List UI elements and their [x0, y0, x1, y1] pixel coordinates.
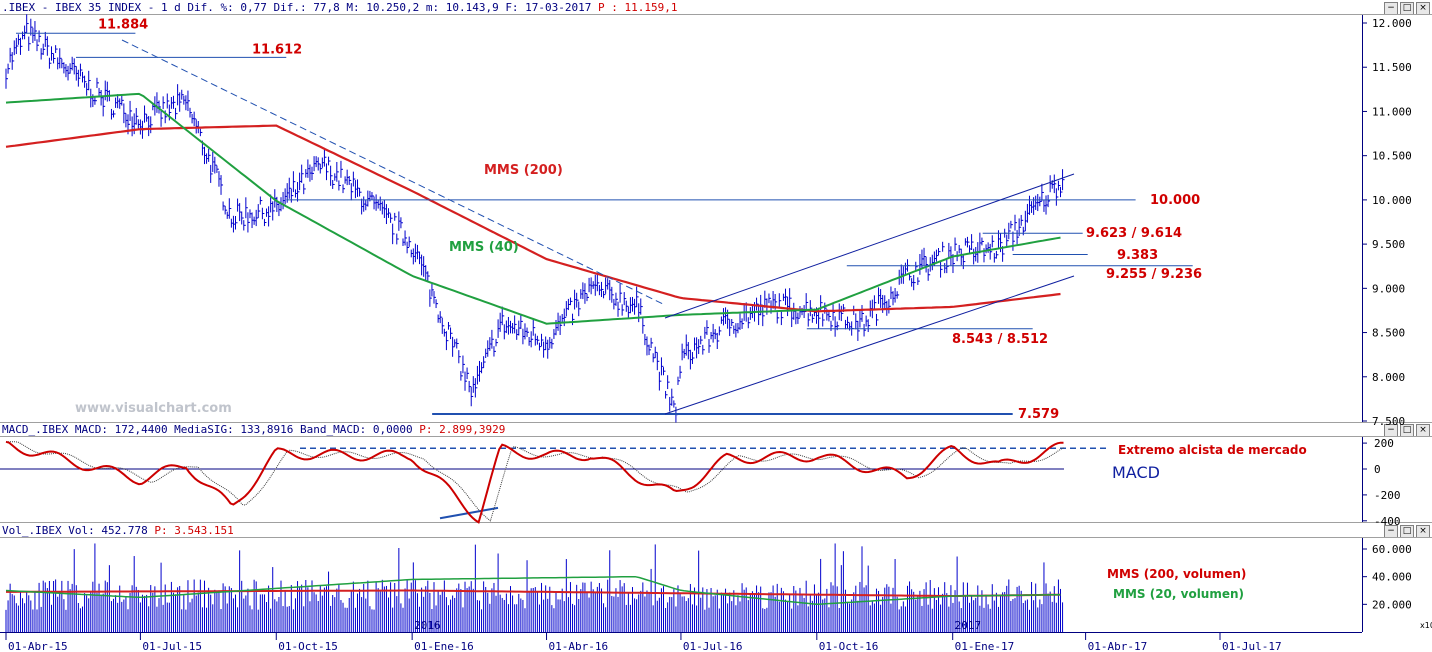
volume-y-tick-label: 40.000 — [1372, 571, 1412, 584]
x-tick-label: 01-Jul-15 — [142, 640, 202, 652]
watermark: www.visualchart.com — [75, 401, 232, 416]
price-y-tick-label: 9.500 — [1372, 238, 1405, 251]
macd-y-tick-label: 0 — [1374, 463, 1381, 476]
volume-bars — [5, 543, 1064, 632]
macd-window-controls: − □ × — [1384, 424, 1430, 437]
price-annotation: 9.383 — [1117, 248, 1158, 263]
maximize-button[interactable]: □ — [1400, 424, 1414, 437]
price-annotation: MMS (40) — [449, 240, 519, 255]
mms200-line — [5, 124, 1061, 313]
volume-annotation: MMS (20, volumen) — [1113, 587, 1244, 601]
volume-header-last: P: 3.543.151 — [154, 524, 234, 537]
volume-y-tick-label: 60.000 — [1372, 543, 1412, 556]
macd-y-tick-label: -200 — [1374, 489, 1401, 502]
price-y-tick-label: 8.500 — [1372, 327, 1405, 340]
price-annotation: 9.623 / 9.614 — [1086, 226, 1182, 241]
x-tick-label: 01-Oct-15 — [278, 640, 338, 652]
volume-mms200-line — [6, 589, 1061, 597]
price-annotation: MMS (200) — [484, 163, 563, 178]
price-annotation: 11.612 — [252, 42, 302, 57]
scale-multiplier: x10 — [1420, 621, 1432, 630]
x-tick-label: 01-Ene-17 — [955, 640, 1015, 652]
price-bars — [5, 14, 1065, 423]
macd-y-tick-label: 200 — [1374, 437, 1394, 450]
macd-signal-line — [6, 441, 1064, 522]
channel-lower-line — [664, 275, 1075, 415]
volume-panel: MMS (200, volumen) MMS (20, volumen) 2016 2… — [5, 543, 1246, 632]
price-panel: 11.884 11.612 MMS (200) MMS (40) 10.000 9.623… — [5, 14, 1202, 423]
macd-line — [5, 440, 1064, 524]
price-annotation: 7.579 — [1018, 407, 1059, 422]
x-tick-label: 01-Abr-17 — [1088, 640, 1148, 652]
dashed-downtrend-line — [121, 39, 666, 306]
price-header-last: P : 11.159,1 — [598, 1, 678, 14]
volume-y-tick-label: 20.000 — [1372, 598, 1412, 611]
macd-y-tick-label: -400 — [1374, 515, 1401, 528]
volume-header-text: Vol_.IBEX Vol: 452.778 — [2, 524, 148, 537]
macd-header-last: P: 2.899,3929 — [419, 423, 506, 436]
macd-annotation-label: MACD — [1112, 463, 1160, 482]
volume-window-controls: − □ × — [1384, 525, 1430, 538]
volume-panel-header: Vol_.IBEX Vol: 452.778 P: 3.543.151 — [2, 524, 234, 538]
panel-frames — [0, 14, 1432, 633]
volume-year-label: 2016 — [414, 619, 441, 632]
volume-annotation: MMS (200, volumen) — [1107, 567, 1246, 581]
axes: 12.000 11.500 11.000 10.500 10.000 9.500 9.000… — [5, 17, 1412, 652]
price-y-tick-label: 11.500 — [1372, 61, 1412, 74]
price-annotation: 11.884 — [98, 17, 148, 32]
x-tick-label: 01-Jul-16 — [683, 640, 743, 652]
x-tick-label: 01-Ene-16 — [414, 640, 474, 652]
price-annotation: 9.255 / 9.236 — [1106, 267, 1202, 282]
x-tick-label: 01-Abr-16 — [549, 640, 609, 652]
price-y-tick-label: 10.000 — [1372, 194, 1412, 207]
price-panel-header: .IBEX - IBEX 35 INDEX - 1 d Dif. %: 0,77… — [2, 1, 678, 15]
price-y-tick-label: 7.500 — [1372, 415, 1405, 428]
macd-panel-header: MACD_.IBEX MACD: 172,4400 MediaSIG: 133,… — [2, 423, 505, 437]
macd-panel: Extremo alcista de mercado MACD — [0, 440, 1307, 524]
price-y-tick-label: 12.000 — [1372, 17, 1412, 30]
price-y-tick-label: 10.500 — [1372, 150, 1412, 163]
macd-header-text: MACD_.IBEX MACD: 172,4400 MediaSIG: 133,… — [2, 423, 413, 436]
x-tick-label: 01-Oct-16 — [819, 640, 879, 652]
macd-annotation-extreme: Extremo alcista de mercado — [1118, 443, 1307, 457]
x-tick-label: 01-Jul-17 — [1222, 640, 1282, 652]
price-header-text: .IBEX - IBEX 35 INDEX - 1 d Dif. %: 0,77… — [2, 1, 592, 14]
price-annotation: 10.000 — [1150, 193, 1200, 208]
mms40-line — [5, 92, 1061, 325]
volume-year-label: 2017 — [955, 619, 982, 632]
x-tick-label: 01-Abr-15 — [8, 640, 68, 652]
price-y-tick-label: 8.000 — [1372, 371, 1405, 384]
price-y-tick-label: 9.000 — [1372, 282, 1405, 295]
volume-mms20-line — [5, 575, 1061, 606]
price-annotation: 8.543 / 8.512 — [952, 332, 1048, 347]
channel-upper-line — [664, 173, 1075, 319]
price-y-tick-label: 11.000 — [1372, 105, 1412, 118]
